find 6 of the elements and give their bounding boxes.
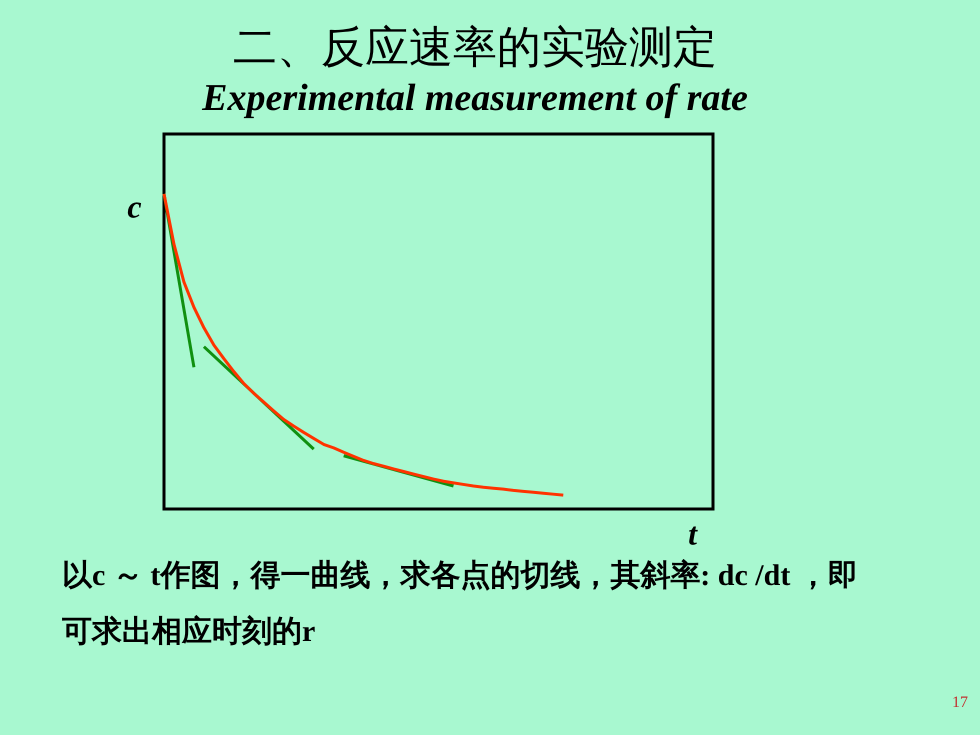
chart-title: 二、反应速率的实验测定 (232, 21, 718, 75)
text: 以c ～ t作图，得一曲线，求各点的切线，其斜率: dc /dt ，即可求出相应时刻的r (62, 559, 858, 648)
y-axis-title: c (127, 188, 142, 224)
x-axis-title: t (688, 516, 698, 552)
chart-subtitle: Experimental measurement of rate (200, 76, 749, 120)
text: 17 (952, 694, 968, 712)
